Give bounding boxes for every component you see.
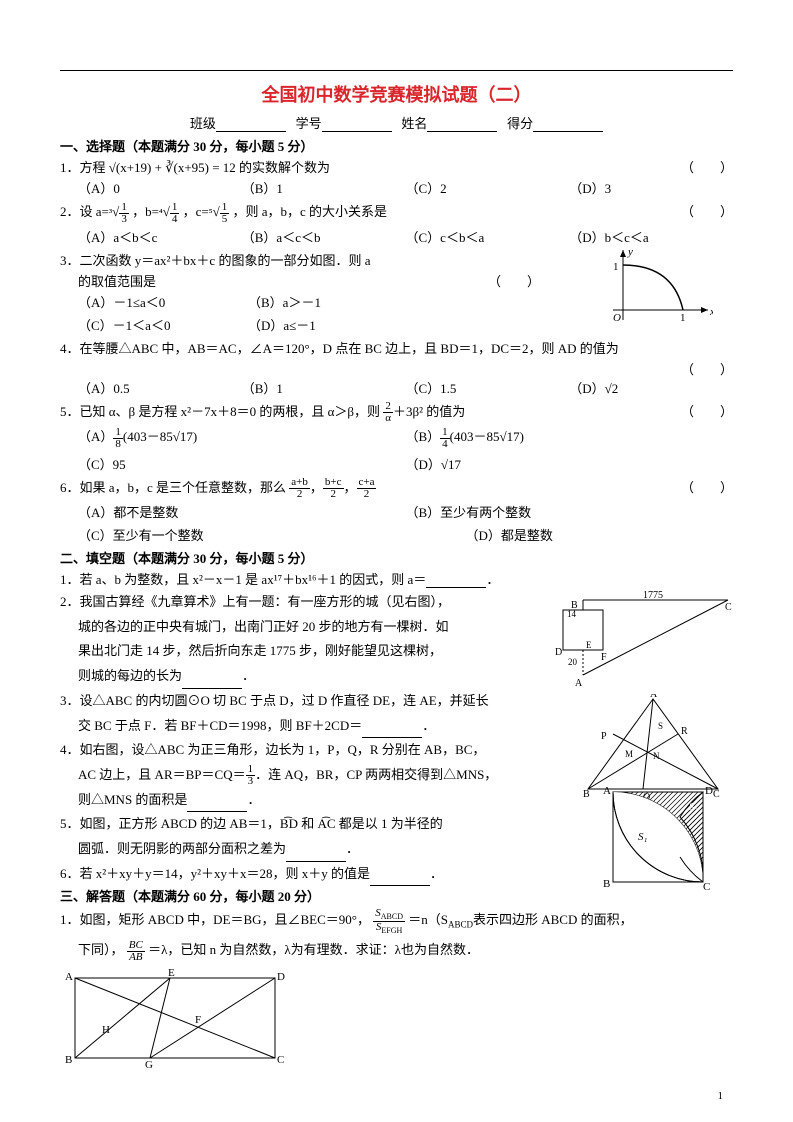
svg-text:E: E	[168, 968, 175, 979]
name-label: 姓名	[401, 116, 427, 131]
title: 全国初中数学竞赛模拟试题（二）	[60, 81, 733, 107]
q1-1-opts: （A）0 （B）1 （C）2 （D）3	[78, 178, 733, 197]
info-line: 班级 学号 姓名 得分	[60, 113, 733, 132]
svg-text:A: A	[65, 971, 73, 983]
svg-text:C: C	[725, 602, 732, 613]
svg-text:S: S	[658, 721, 663, 731]
svg-text:D: D	[277, 971, 285, 983]
section2-head: 二、填空题（本题满分 30 分，每小题 5 分）	[60, 548, 733, 567]
top-rule	[60, 70, 733, 71]
q2-5-figure: A B C D S₁ S₂ S₃	[603, 782, 713, 892]
svg-text:D: D	[555, 647, 562, 658]
class-blank	[216, 118, 286, 132]
svg-text:F: F	[601, 652, 607, 663]
q1-6: 6．如果 a，b，c 是三个任意整数，那么 a+b2，b+c2，c+a2 （ ）	[60, 477, 733, 501]
q2-2-figure: 1775 B 14 C D E F 20 A	[553, 590, 733, 690]
section1-head: 一、选择题（本题满分 30 分，每小题 5 分）	[60, 136, 733, 155]
q1-4-opts: （A）0.5 （B）1 （C）1.5 （D）√2	[78, 378, 733, 397]
svg-text:B: B	[603, 878, 610, 890]
svg-text:x: x	[709, 306, 713, 318]
svg-text:1: 1	[613, 261, 619, 273]
q1-1: 1．方程 √(x+19) + ∛(x+95) = 12 的实数解个数为 （ ）	[60, 157, 733, 176]
score-label: 得分	[507, 116, 533, 131]
svg-text:N: N	[653, 751, 660, 761]
q3-1: 1．如图，矩形 ABCD 中，DE＝BG，且∠BEC＝90°， SABCDSEF…	[60, 907, 733, 935]
q1-2-opts: （A）a＜b＜c （B）a＜c＜b （C）c＜b＜a （D）b＜c＜a	[78, 227, 733, 246]
svg-text:A: A	[603, 785, 611, 797]
svg-text:C: C	[277, 1054, 284, 1066]
svg-text:F: F	[195, 1014, 201, 1026]
q2-2-block: 2．我国古算经《九章算术》上有一题：有一座方形的城（见右图）， 城的各边的正中央…	[60, 590, 733, 689]
svg-text:20: 20	[568, 657, 578, 667]
svg-text:M: M	[625, 749, 633, 759]
svg-text:A: A	[575, 678, 583, 689]
q1-5: 5．已知 α、β 是方程 x²－7x＋8＝0 的两根，且 α＞β，则 2α＋3β…	[60, 401, 733, 425]
svg-text:S₃: S₃	[687, 856, 696, 867]
id-blank	[322, 118, 392, 132]
q1-6-opts-cd: （C）至少有一个整数 （D）都是整数	[78, 525, 733, 544]
q1-3-block: 3．二次函数 y＝ax²＋bx＋c 的图象的一部分如图．则 a 的取值范围是（ …	[60, 250, 733, 334]
svg-text:C: C	[703, 881, 710, 892]
q1-3-figure: x y 1 1 O	[603, 245, 713, 325]
class-label: 班级	[190, 116, 216, 131]
score-blank	[533, 118, 603, 132]
name-blank	[427, 118, 497, 132]
q2-1: 1．若 a、b 为整数，且 x²－x－1 是 ax¹⁷＋bx¹⁶＋1 的因式，则…	[60, 569, 733, 588]
svg-text:H: H	[102, 1024, 110, 1036]
svg-text:R: R	[681, 726, 688, 737]
svg-text:1: 1	[680, 312, 686, 324]
svg-text:S₂: S₂	[689, 802, 698, 813]
svg-text:P: P	[601, 731, 607, 742]
svg-text:S₁: S₁	[638, 831, 648, 843]
page-number: 1	[718, 1090, 724, 1102]
id-label: 学号	[296, 116, 322, 131]
svg-text:D: D	[705, 785, 713, 797]
q1-6-opts-ab: （A）都不是整数 （B）至少有两个整数	[78, 502, 733, 521]
q3-1-figure: A B C D E F G H	[60, 968, 290, 1068]
svg-text:14: 14	[567, 609, 577, 619]
svg-text:B: B	[65, 1054, 72, 1066]
svg-text:y: y	[627, 246, 633, 258]
q2-5-block: 5．如图，正方形 ABCD 的边 AB＝1，B͡D 和 A͡C 都是以 1 为半…	[60, 812, 733, 886]
q1-4: 4．在等腰△ABC 中，AB＝AC，∠A＝120°，D 点在 BC 边上，且 B…	[60, 338, 733, 357]
svg-text:1775: 1775	[643, 590, 663, 601]
q1-5-opts-cd: （C）95 （D）√17	[78, 454, 733, 473]
svg-text:C: C	[713, 789, 720, 800]
q1-2: 2．设 a=³√13 ，b=⁴√14 ，c=⁵√15 ，则 a，b，c 的大小关…	[60, 201, 733, 225]
svg-text:O: O	[613, 312, 621, 324]
svg-text:A: A	[650, 694, 658, 700]
q1-5-opts-ab: （A）18(403－85√17) （B）14(403－85√17)	[78, 426, 733, 450]
svg-text:B: B	[583, 789, 590, 800]
svg-text:E: E	[586, 640, 592, 650]
svg-text:G: G	[145, 1059, 153, 1068]
